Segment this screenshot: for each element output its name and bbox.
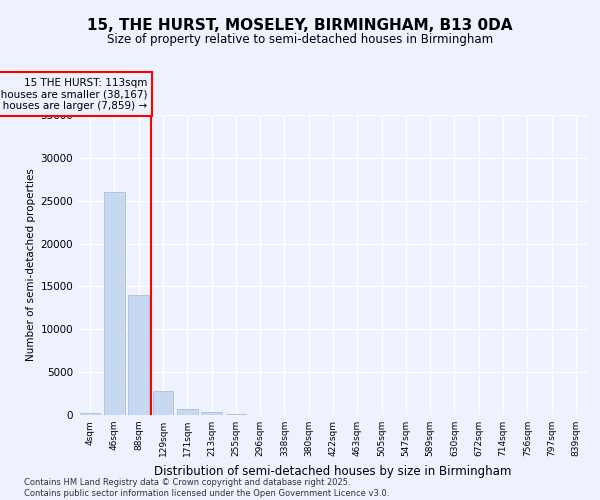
Text: 15 THE HURST: 113sqm
← 82% of semi-detached houses are smaller (38,167)
17% of s: 15 THE HURST: 113sqm ← 82% of semi-detac…	[0, 78, 147, 110]
Text: 15, THE HURST, MOSELEY, BIRMINGHAM, B13 0DA: 15, THE HURST, MOSELEY, BIRMINGHAM, B13 …	[87, 18, 513, 32]
Bar	[104, 192, 125, 415]
Bar	[128, 295, 149, 415]
Bar	[80, 414, 100, 415]
Y-axis label: Number of semi-detached properties: Number of semi-detached properties	[26, 168, 36, 362]
X-axis label: Distribution of semi-detached houses by size in Birmingham: Distribution of semi-detached houses by …	[154, 464, 512, 477]
Bar	[177, 409, 197, 415]
Text: Contains HM Land Registry data © Crown copyright and database right 2025.
Contai: Contains HM Land Registry data © Crown c…	[24, 478, 389, 498]
Bar	[201, 412, 222, 415]
Text: Size of property relative to semi-detached houses in Birmingham: Size of property relative to semi-detach…	[107, 32, 493, 46]
Bar	[152, 391, 173, 415]
Bar	[226, 414, 246, 415]
